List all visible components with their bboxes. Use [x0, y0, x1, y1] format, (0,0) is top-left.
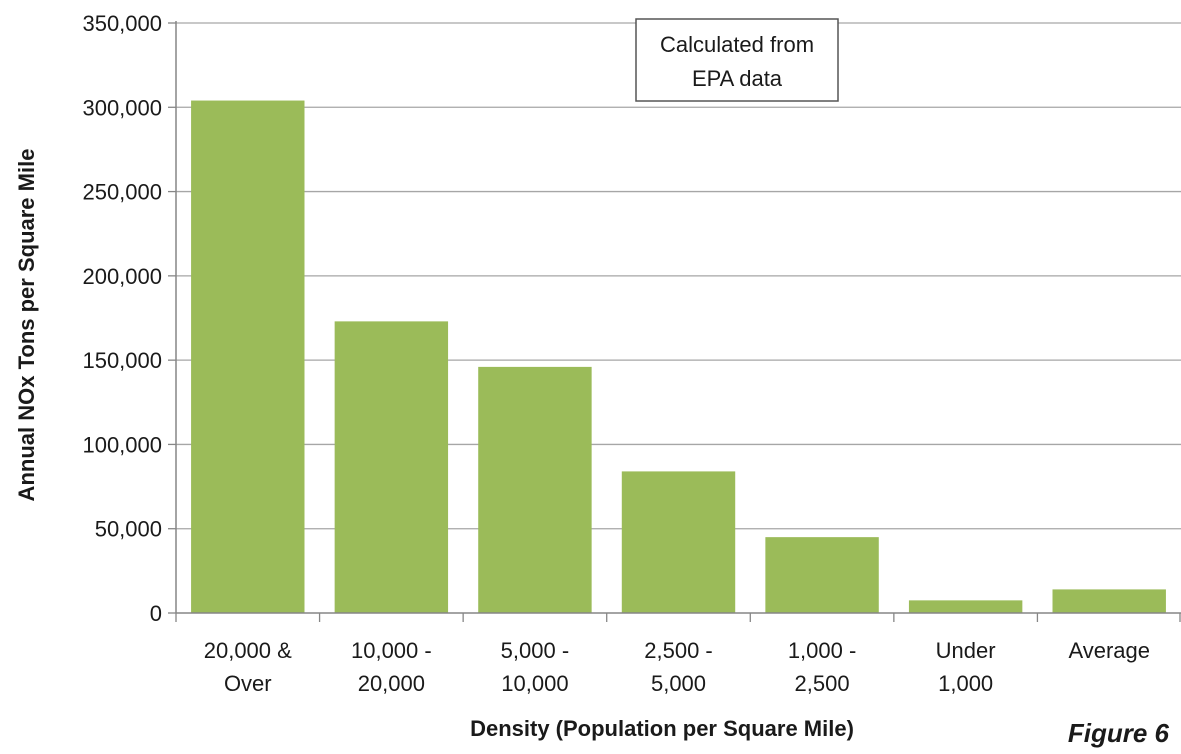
- y-tick-label: 250,000: [82, 180, 162, 205]
- bar: [191, 100, 305, 614]
- y-tick-label: 50,000: [95, 517, 162, 542]
- x-category-label: 10,000: [501, 671, 568, 696]
- bar: [765, 537, 879, 613]
- y-tick-label: 0: [150, 601, 162, 626]
- bar: [334, 321, 449, 613]
- x-category-label: Average: [1068, 638, 1150, 663]
- y-tick-label: 300,000: [82, 95, 162, 120]
- x-category-label: Over: [224, 671, 272, 696]
- x-category-label: 5,000: [651, 671, 706, 696]
- annotation-box: Calculated from EPA data: [635, 18, 839, 102]
- bar: [478, 366, 592, 613]
- y-tick-label: 350,000: [82, 11, 162, 36]
- y-tick-label: 150,000: [82, 348, 162, 373]
- x-category-labels: 20,000 & Over 10,000 - 20,000 5,000 - 10,000 2…: [204, 638, 1150, 696]
- x-category-label: 10,000 -: [351, 638, 432, 663]
- bar: [1052, 589, 1166, 613]
- bars: [191, 100, 1166, 614]
- bar: [908, 600, 1023, 613]
- figure-label: Figure 6: [1068, 718, 1170, 748]
- x-category-label: Under: [936, 638, 996, 663]
- x-category-label: 20,000: [358, 671, 425, 696]
- x-category-label: 1,000: [938, 671, 993, 696]
- x-axis-title: Density (Population per Square Mile): [470, 716, 854, 741]
- x-category-label: 2,500: [795, 671, 850, 696]
- x-category-label: 1,000 -: [788, 638, 857, 663]
- axes: [168, 21, 1181, 622]
- x-category-label: 2,500 -: [644, 638, 713, 663]
- x-category-label: 5,000 -: [501, 638, 570, 663]
- y-axis-title: Annual NOx Tons per Square Mile: [14, 149, 39, 502]
- bar: [621, 471, 736, 613]
- y-tick-label: 200,000: [82, 264, 162, 289]
- annotation-line-1: Calculated from: [660, 32, 814, 57]
- y-tick-labels: 0 50,000 100,000 150,000 200,000 250,000 300,0…: [82, 11, 162, 626]
- annotation-frame: [635, 18, 839, 102]
- x-category-label: 20,000 &: [204, 638, 292, 663]
- annotation-line-2: EPA data: [692, 66, 783, 91]
- y-tick-label: 100,000: [82, 432, 162, 457]
